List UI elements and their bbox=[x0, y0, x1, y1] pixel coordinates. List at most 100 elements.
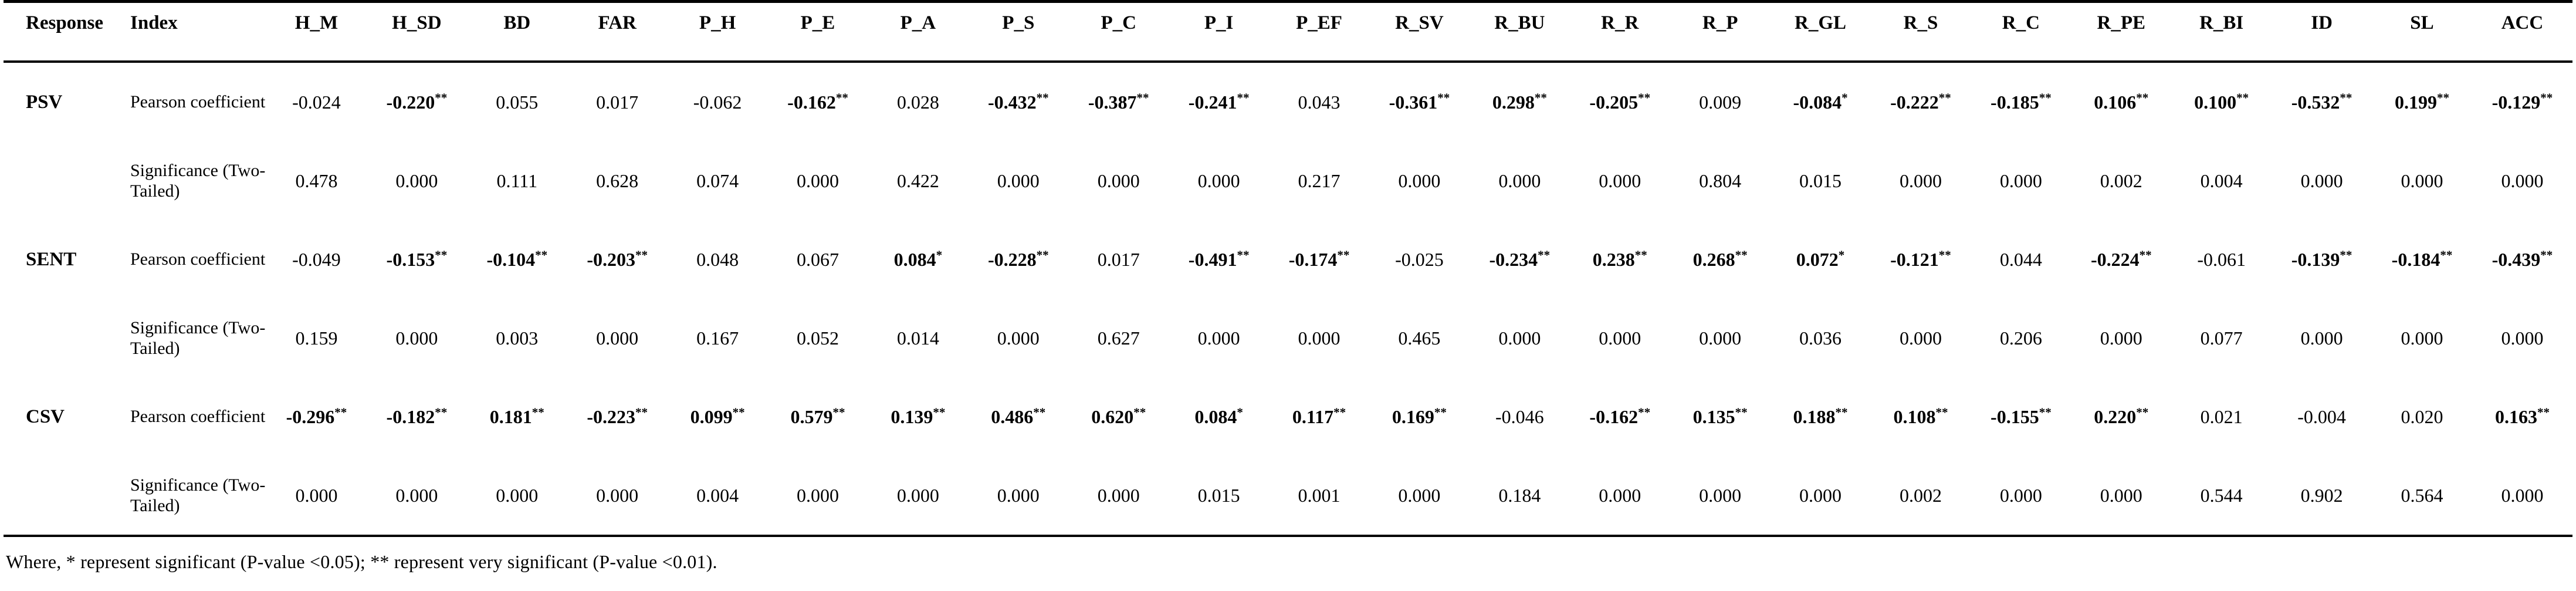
table-cell: 0.072* bbox=[1796, 247, 1845, 270]
table-cell: -0.439** bbox=[2492, 247, 2553, 270]
table-cell: -0.025 bbox=[1395, 248, 1444, 270]
table-cell: 0.000 bbox=[1298, 327, 1341, 349]
column-header-acc: ACC bbox=[2501, 12, 2544, 33]
table-cell: -0.153** bbox=[386, 247, 448, 270]
table-cell: 0.486** bbox=[991, 404, 1046, 427]
table-cell: -0.155** bbox=[1991, 404, 2052, 427]
table-cell: -0.185** bbox=[1991, 90, 2052, 113]
table-cell: 0.074 bbox=[696, 170, 739, 191]
table-cell: 0.181** bbox=[489, 404, 544, 427]
column-header-p_s: P_S bbox=[1002, 12, 1035, 33]
table-cell: -0.220** bbox=[386, 90, 448, 113]
table-cell: 0.002 bbox=[1899, 484, 1942, 506]
table-cell: 0.009 bbox=[1699, 91, 1742, 113]
table-cell: 0.000 bbox=[2401, 327, 2443, 349]
column-header-response: Response bbox=[26, 12, 104, 33]
column-header-r_r: R_R bbox=[1601, 12, 1639, 33]
table-cell: 0.139** bbox=[891, 404, 946, 427]
significance-row-csv: Significance (Two-Tailed) 0.000 0.000 0.000… bbox=[4, 456, 2572, 536]
table-cell: 0.000 bbox=[2100, 327, 2142, 349]
column-header-p_e: P_E bbox=[800, 12, 835, 33]
table-cell: 0.268** bbox=[1692, 247, 1748, 270]
table-cell: 0.167 bbox=[696, 327, 739, 349]
table-cell: -0.432** bbox=[987, 90, 1049, 113]
table-cell: 0.015 bbox=[1799, 170, 1842, 191]
table-cell: 0.620** bbox=[1091, 404, 1146, 427]
table-cell: -0.203** bbox=[587, 247, 648, 270]
table-cell: 0.199** bbox=[2394, 90, 2449, 113]
table-cell: -0.361** bbox=[1389, 90, 1450, 113]
table-body: PSV Pearson coefficient -0.024 -0.220** 0.05… bbox=[4, 62, 2572, 536]
table-cell: 0.000 bbox=[1097, 170, 1140, 191]
table-cell: 0.000 bbox=[2401, 170, 2443, 191]
index-label-pearson: Pearson coefficient bbox=[130, 407, 266, 427]
table-cell: -0.205** bbox=[1589, 90, 1651, 113]
column-header-index: Index bbox=[130, 12, 178, 33]
index-label-pearson: Pearson coefficient bbox=[130, 92, 266, 112]
table-cell: 0.135** bbox=[1692, 404, 1748, 427]
table-cell: 0.220** bbox=[2094, 404, 2149, 427]
table-cell: 0.052 bbox=[796, 327, 839, 349]
table-cell: 0.000 bbox=[796, 170, 839, 191]
header-row: Response Index H_M H_SD BD FAR P_H P_E P_A P_S P_C… bbox=[4, 2, 2572, 62]
response-label-spacer bbox=[4, 456, 130, 536]
table-cell: 0.015 bbox=[1197, 484, 1240, 506]
table-cell: 0.000 bbox=[2501, 327, 2544, 349]
significance-row-sent: Significance (Two-Tailed) 0.159 0.000 0.003… bbox=[4, 299, 2572, 377]
table-cell: 0.000 bbox=[1899, 327, 1942, 349]
table-cell: 0.000 bbox=[2501, 170, 2544, 191]
table-cell: 0.000 bbox=[596, 484, 639, 506]
table-cell: 0.000 bbox=[1498, 170, 1541, 191]
column-header-r_gl: R_GL bbox=[1795, 12, 1847, 33]
table-cell: 0.000 bbox=[596, 327, 639, 349]
table-cell: -0.162** bbox=[787, 90, 848, 113]
response-label-spacer bbox=[4, 299, 130, 377]
column-header-r_bu: R_BU bbox=[1494, 12, 1545, 33]
table-cell: -0.104** bbox=[486, 247, 548, 270]
table-cell: -0.241** bbox=[1188, 90, 1250, 113]
table-cell: -0.139** bbox=[2291, 247, 2352, 270]
column-header-sl: SL bbox=[2410, 12, 2434, 33]
table-cell: -0.387** bbox=[1088, 90, 1149, 113]
table-cell: 0.804 bbox=[1699, 170, 1742, 191]
table-cell: 0.000 bbox=[2300, 170, 2343, 191]
table-cell: 0.000 bbox=[1999, 170, 2042, 191]
table-cell: 0.055 bbox=[496, 91, 539, 113]
table-cell: 0.000 bbox=[1498, 327, 1541, 349]
table-cell: 0.017 bbox=[1097, 248, 1140, 270]
column-header-r_bi: R_BI bbox=[2199, 12, 2244, 33]
column-header-r_pe: R_PE bbox=[2097, 12, 2146, 33]
table-cell: 0.163** bbox=[2494, 404, 2550, 427]
table-cell: 0.000 bbox=[395, 170, 438, 191]
table-cell: 0.084* bbox=[1194, 404, 1243, 427]
table-cell: 0.217 bbox=[1298, 170, 1341, 191]
table-cell: -0.121** bbox=[1890, 247, 1951, 270]
column-header-far: FAR bbox=[598, 12, 637, 33]
table-cell: 0.628 bbox=[596, 170, 639, 191]
table-cell: 0.627 bbox=[1097, 327, 1140, 349]
table-cell: 0.099** bbox=[690, 404, 745, 427]
column-header-bd: BD bbox=[503, 12, 531, 33]
column-header-r_p: R_P bbox=[1702, 12, 1738, 33]
table-cell: -0.061 bbox=[2197, 248, 2246, 270]
pearson-row-sent: SENT Pearson coefficient -0.049 -0.153** -0.… bbox=[4, 220, 2572, 299]
table-cell: 0.169** bbox=[1392, 404, 1447, 427]
table-cell: -0.223** bbox=[587, 404, 648, 427]
table-cell: 0.902 bbox=[2300, 484, 2343, 506]
table-cell: 0.000 bbox=[395, 327, 438, 349]
column-header-p_ef: P_EF bbox=[1296, 12, 1342, 33]
table-cell: 0.184 bbox=[1498, 484, 1541, 506]
index-label-significance: Significance (Two-Tailed) bbox=[130, 318, 266, 358]
table-cell: -0.532** bbox=[2291, 90, 2352, 113]
table-cell: -0.182** bbox=[386, 404, 448, 427]
table-cell: 0.001 bbox=[1298, 484, 1341, 506]
table-cell: 0.048 bbox=[696, 248, 739, 270]
table-cell: 0.000 bbox=[395, 484, 438, 506]
table-cell: 0.077 bbox=[2200, 327, 2243, 349]
table-cell: 0.159 bbox=[295, 327, 338, 349]
index-label-significance: Significance (Two-Tailed) bbox=[130, 475, 266, 515]
table-cell: 0.000 bbox=[295, 484, 338, 506]
table-cell: 0.028 bbox=[896, 91, 939, 113]
table-cell: 0.106** bbox=[2094, 90, 2149, 113]
table-cell: 0.000 bbox=[1197, 327, 1240, 349]
